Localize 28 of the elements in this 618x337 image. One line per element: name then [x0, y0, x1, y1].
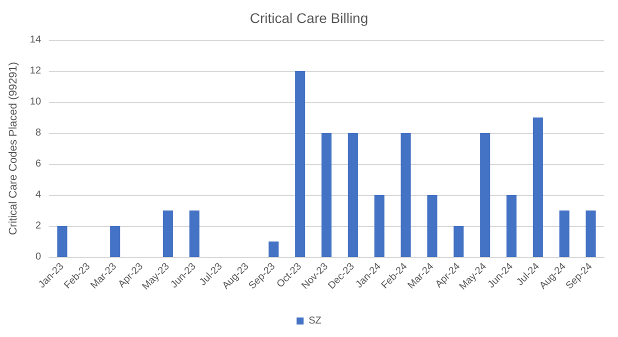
- y-tick-label: 14: [30, 34, 42, 46]
- bar: [295, 71, 306, 257]
- y-tick-label: 8: [35, 128, 42, 138]
- bar: [321, 133, 332, 257]
- y-tick-label: 6: [35, 158, 42, 170]
- y-tick-label: 4: [35, 190, 42, 200]
- bar: [162, 210, 173, 257]
- bar: [57, 226, 68, 257]
- y-tick-label: 0: [35, 252, 42, 262]
- bar: [374, 195, 384, 257]
- bar: [400, 133, 411, 257]
- y-tick-label: 2: [35, 220, 42, 232]
- legend-label: SZ: [308, 316, 322, 326]
- bar: [480, 133, 490, 257]
- bar: [454, 226, 464, 257]
- bar: [506, 195, 517, 257]
- bar: [189, 210, 200, 257]
- bar: [559, 210, 570, 257]
- y-tick-label: 12: [30, 66, 42, 76]
- bar: [427, 195, 438, 257]
- bar: [110, 226, 120, 257]
- bar: [586, 210, 596, 257]
- bar: [532, 118, 543, 257]
- bar: [268, 242, 279, 257]
- y-axis-title: Critical Care Codes Placed (99291): [8, 62, 20, 236]
- chart-title: Critical Care Billing: [250, 10, 368, 26]
- bar: [348, 133, 358, 257]
- y-tick-label: 10: [30, 96, 42, 108]
